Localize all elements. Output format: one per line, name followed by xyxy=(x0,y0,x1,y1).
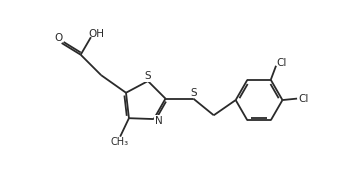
Text: O: O xyxy=(55,33,63,43)
Text: Cl: Cl xyxy=(276,58,287,68)
Text: N: N xyxy=(155,116,163,126)
Text: S: S xyxy=(145,71,151,81)
Text: S: S xyxy=(190,88,197,98)
Text: CH₃: CH₃ xyxy=(110,137,129,147)
Text: Cl: Cl xyxy=(298,94,309,104)
Text: OH: OH xyxy=(88,29,104,39)
